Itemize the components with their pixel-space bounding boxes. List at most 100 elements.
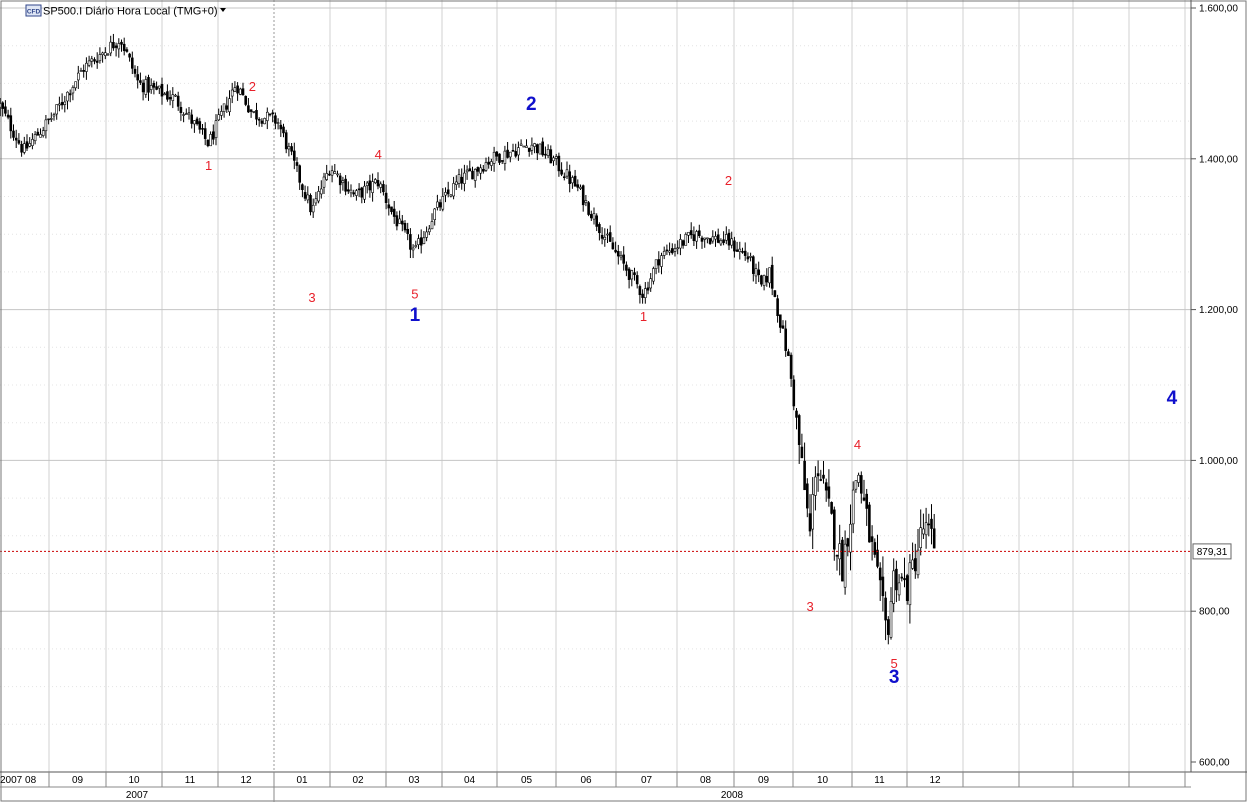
candle-body	[112, 42, 115, 49]
candle	[868, 502, 871, 543]
candle	[341, 176, 345, 191]
candle	[797, 413, 801, 464]
candle-body	[625, 264, 628, 271]
candle-body	[279, 124, 283, 130]
candle-body	[36, 131, 40, 136]
candle-body	[1, 102, 5, 109]
candle-body	[900, 576, 904, 579]
candle-body	[843, 543, 847, 588]
candle	[816, 460, 820, 492]
time-axis[interactable]: 2007 08 09 10 11 12 01 02 03 04 05 06 07 08 09 10 11 12 2…	[0, 772, 1186, 802]
candle-body	[98, 54, 102, 62]
candle	[668, 242, 671, 256]
candle-body	[457, 174, 461, 184]
chart-title[interactable]: SP500.I Diário Hora Local (TMG+0)	[43, 6, 218, 18]
candle	[233, 81, 237, 93]
candle-body	[789, 354, 793, 379]
candle-body	[39, 134, 42, 138]
candle-body	[122, 43, 126, 51]
candle-body	[257, 118, 261, 121]
candle-body	[857, 474, 860, 483]
candle-body	[384, 192, 388, 203]
candle-body	[473, 169, 477, 181]
candle	[733, 236, 736, 258]
candle	[411, 244, 415, 259]
candle	[635, 271, 639, 289]
candle	[932, 513, 936, 549]
candle	[695, 229, 698, 249]
candle-body	[314, 198, 318, 204]
candle-series	[0, 33, 936, 645]
candle-body	[603, 236, 607, 241]
candle-body	[544, 153, 547, 156]
candle-body	[662, 250, 666, 256]
price-marker-box	[1192, 543, 1232, 560]
triangle-down-icon[interactable]	[220, 8, 226, 12]
candle	[260, 118, 264, 127]
candle	[387, 198, 391, 216]
candle	[730, 231, 734, 249]
candle-body	[352, 192, 356, 195]
candle-body	[665, 249, 669, 252]
candle	[479, 164, 482, 180]
candle-body	[368, 180, 372, 191]
candle-body	[841, 539, 844, 582]
candle-body	[141, 82, 145, 93]
candle	[160, 77, 164, 105]
candle-body	[641, 293, 644, 298]
candle-body	[193, 120, 196, 125]
price-tick-label: 800,00	[1199, 607, 1230, 618]
candle-body	[652, 268, 655, 282]
candle	[687, 231, 690, 243]
candle-body	[41, 130, 45, 136]
candle	[198, 117, 202, 134]
candle-body	[722, 239, 725, 243]
candle-body	[49, 118, 53, 120]
candle-body	[584, 200, 588, 203]
chart-header[interactable]: CFD SP500.I Diário Hora Local (TMG+0)	[25, 4, 226, 18]
candle	[333, 164, 337, 174]
current-price-marker: 879,31	[1192, 543, 1232, 560]
candle	[843, 530, 847, 595]
candle-body	[341, 180, 345, 184]
candle-body	[557, 155, 561, 172]
candle	[870, 525, 874, 561]
candle-body	[927, 523, 931, 526]
candle-body	[687, 231, 690, 236]
candle-body	[206, 139, 210, 147]
candle	[859, 471, 863, 504]
candle	[171, 87, 175, 109]
candle-body	[746, 256, 750, 260]
candle	[252, 111, 256, 114]
candle-body	[922, 528, 925, 535]
candle	[814, 466, 817, 511]
candle	[336, 170, 339, 178]
candle-body	[568, 171, 572, 184]
candle	[571, 175, 574, 189]
candle-body	[916, 549, 920, 576]
candle-body	[681, 240, 685, 246]
candle	[722, 231, 725, 246]
candle-body	[268, 113, 272, 116]
candle	[120, 39, 123, 52]
candle	[28, 137, 32, 148]
candle	[808, 494, 812, 537]
candle-body	[147, 77, 150, 93]
candle	[660, 252, 663, 275]
candle	[452, 176, 455, 200]
candle-body	[317, 191, 320, 202]
candle	[282, 123, 285, 138]
candle	[309, 193, 312, 216]
candle-body	[149, 85, 153, 90]
candle-body	[897, 582, 901, 596]
candle	[576, 179, 580, 192]
candle	[360, 186, 364, 204]
candle	[122, 37, 126, 56]
candle-body	[325, 173, 329, 180]
candle	[776, 294, 779, 323]
candle	[873, 538, 877, 558]
price-axis[interactable]: 600,00 800,00 1.000,00 1.200,00 1.400,00 1.60…	[1191, 4, 1238, 769]
candle-body	[892, 570, 896, 604]
